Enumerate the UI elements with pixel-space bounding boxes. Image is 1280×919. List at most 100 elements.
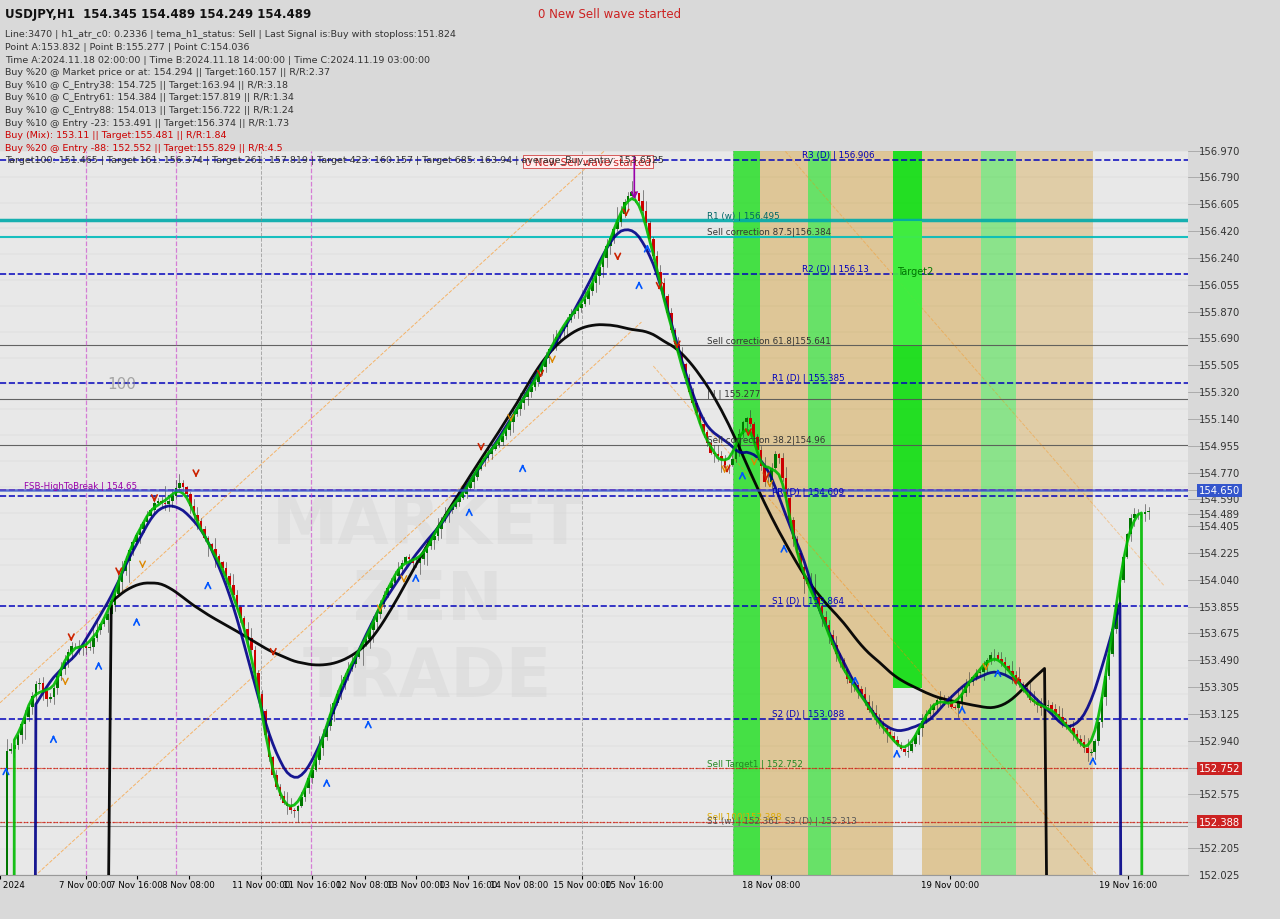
Bar [253,651,256,674]
Bar [932,705,934,710]
Bar [1025,688,1028,693]
Bar [687,379,690,392]
Bar [641,202,644,211]
Bar [311,770,314,777]
Bar [472,478,475,482]
Bar [486,454,489,459]
Bar [552,346,554,350]
Bar [808,152,832,875]
Bar [451,507,453,511]
Text: Sell correction 87.5|156.384: Sell correction 87.5|156.384 [707,228,831,236]
Bar [774,454,777,469]
Bar [1069,725,1071,729]
Bar [957,702,960,709]
Text: 153.305: 153.305 [1199,683,1240,693]
Bar [221,562,224,569]
Bar [454,503,457,507]
Bar [1007,666,1010,671]
Bar [480,461,483,469]
Bar [914,735,916,744]
Bar [196,516,198,521]
Bar [1087,748,1089,754]
Bar [645,211,648,224]
Bar [150,511,152,516]
Bar [1108,654,1111,676]
Text: 152.025: 152.025 [1199,870,1240,879]
Bar [886,728,888,732]
Bar [178,483,180,488]
Text: Buy %10 @ Entry -23: 153.491 || Target:156.374 || R/R:1.73: Buy %10 @ Entry -23: 153.491 || Target:1… [5,119,289,128]
Text: 155.870: 155.870 [1199,308,1240,318]
Bar [56,676,59,687]
Text: Time A:2024.11.18 02:00:00 | Time B:2024.11.18 14:00:00 | Time C:2024.11.19 03:0: Time A:2024.11.18 02:00:00 | Time B:2024… [5,55,430,64]
Text: Sell correction 61.8|155.641: Sell correction 61.8|155.641 [707,336,831,346]
Text: 0 New Sell wave started: 0 New Sell wave started [525,157,652,167]
Bar [268,735,270,757]
Bar [558,332,561,338]
Bar [387,588,389,596]
Bar [580,304,582,309]
Bar [989,655,992,660]
Text: S1 (w) | 152.361  S3 (D) | 152.313: S1 (w) | 152.361 S3 (D) | 152.313 [707,816,856,825]
Text: R1 (w) | 156.495: R1 (w) | 156.495 [707,211,780,221]
Bar [1111,630,1114,654]
Bar [67,652,69,663]
Text: 152.940: 152.940 [1199,736,1240,746]
Bar [1101,698,1103,721]
Bar [1126,535,1129,558]
Bar [246,629,250,639]
Bar [146,516,148,522]
Text: 156.240: 156.240 [1199,254,1240,264]
Text: PR (D) | 154.609: PR (D) | 154.609 [772,487,845,496]
Bar [753,425,755,438]
Bar [1065,722,1068,725]
Bar [383,596,385,605]
Bar [828,626,831,635]
Bar [749,418,751,425]
Bar [124,562,127,572]
Bar [620,214,622,223]
Bar [838,654,841,661]
Bar [709,444,712,453]
Bar [1093,742,1096,752]
Bar [207,539,210,544]
Bar [63,663,65,669]
Bar [936,700,938,705]
Text: Point A:153.832 | Point B:155.277 | Point C:154.036: Point A:153.832 | Point B:155.277 | Poin… [5,43,250,51]
Bar [1004,663,1006,666]
Bar [613,230,616,239]
Bar [293,810,296,811]
Bar [339,685,342,694]
Bar [954,707,956,709]
Bar [832,635,835,645]
Bar [289,806,292,810]
Bar [943,698,946,700]
Bar [38,683,41,685]
Text: 152.575: 152.575 [1199,789,1240,800]
Text: R3 (D) | 156.906: R3 (D) | 156.906 [801,152,874,160]
Text: Buy %20 @ Market price or at: 154.294 || Target:160.157 || R/R:2.37: Buy %20 @ Market price or at: 154.294 ||… [5,68,330,77]
Bar [799,553,801,568]
Bar [118,582,120,594]
Text: 154.225: 154.225 [1199,548,1240,558]
Bar [285,803,288,806]
Bar [516,410,518,414]
Bar [778,454,781,459]
Bar [419,560,421,564]
Bar [745,418,748,423]
Bar [1097,721,1100,742]
Bar [703,425,705,432]
Bar [1129,518,1132,535]
Bar [1036,702,1038,706]
Bar [120,572,123,582]
Bar [759,450,763,467]
Bar [60,669,63,676]
Bar [236,596,238,607]
Bar [17,735,19,745]
Text: 154.955: 154.955 [1199,441,1240,451]
Bar [200,521,202,529]
Bar [172,496,174,502]
Text: Buy %10 @ C_Entry38: 154.725 || Target:163.94 || R/R:3.18: Buy %10 @ C_Entry38: 154.725 || Target:1… [5,81,288,90]
Bar [781,459,783,479]
Bar [609,239,612,247]
